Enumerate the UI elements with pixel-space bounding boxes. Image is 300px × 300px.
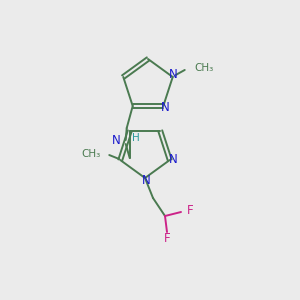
Text: CH₃: CH₃: [81, 149, 100, 159]
Text: N: N: [112, 134, 121, 146]
Text: CH₃: CH₃: [195, 63, 214, 73]
Text: F: F: [164, 232, 170, 245]
Text: N: N: [169, 68, 178, 82]
Text: F: F: [187, 205, 194, 218]
Text: N: N: [169, 152, 178, 166]
Text: H: H: [132, 133, 140, 143]
Text: N: N: [142, 175, 150, 188]
Text: N: N: [161, 100, 170, 113]
